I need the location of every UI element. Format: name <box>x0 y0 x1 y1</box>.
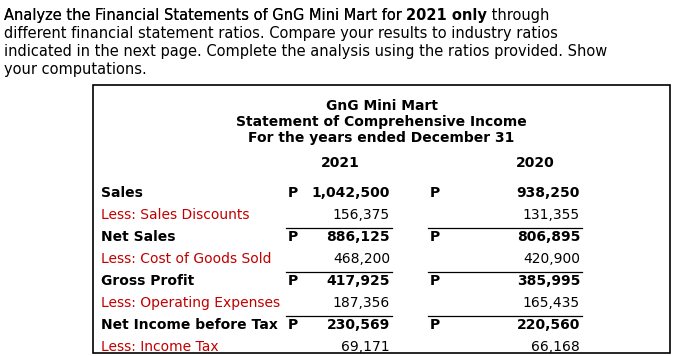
Text: 468,200: 468,200 <box>333 252 390 266</box>
Text: 886,125: 886,125 <box>326 230 390 244</box>
Text: Less: Cost of Goods Sold: Less: Cost of Goods Sold <box>101 252 271 266</box>
Text: Analyze the Financial Statements of GnG Mini Mart for: Analyze the Financial Statements of GnG … <box>4 8 406 23</box>
Text: 165,435: 165,435 <box>523 296 580 310</box>
Text: Sales: Sales <box>101 186 143 200</box>
Text: 2020: 2020 <box>516 156 554 170</box>
Text: Less: Sales Discounts: Less: Sales Discounts <box>101 208 250 222</box>
Text: P: P <box>288 274 299 288</box>
Text: 69,171: 69,171 <box>341 340 390 354</box>
Text: Less: Operating Expenses: Less: Operating Expenses <box>101 296 280 310</box>
Text: 1,042,500: 1,042,500 <box>311 186 390 200</box>
Text: For the years ended December 31: For the years ended December 31 <box>248 131 515 145</box>
Text: your computations.: your computations. <box>4 62 147 77</box>
Text: P: P <box>288 186 299 200</box>
Text: P: P <box>430 274 440 288</box>
Text: 156,375: 156,375 <box>333 208 390 222</box>
Text: Statement of Comprehensive Income: Statement of Comprehensive Income <box>236 115 527 129</box>
Text: Analyze the Financial Statements of GnG Mini Mart for: Analyze the Financial Statements of GnG … <box>4 8 406 23</box>
Text: 385,995: 385,995 <box>517 274 580 288</box>
Text: 66,168: 66,168 <box>531 340 580 354</box>
Text: Net Sales: Net Sales <box>101 230 175 244</box>
Text: through: through <box>487 8 550 23</box>
Text: 187,356: 187,356 <box>333 296 390 310</box>
Text: Net Income before Tax: Net Income before Tax <box>101 318 278 332</box>
Text: 2021: 2021 <box>321 156 359 170</box>
Text: 131,355: 131,355 <box>523 208 580 222</box>
Text: 230,569: 230,569 <box>327 318 390 332</box>
Text: different financial statement ratios. Compare your results to industry ratios: different financial statement ratios. Co… <box>4 26 558 41</box>
Text: GnG Mini Mart: GnG Mini Mart <box>326 99 437 113</box>
Text: P: P <box>430 186 440 200</box>
Text: 420,900: 420,900 <box>523 252 580 266</box>
Text: 417,925: 417,925 <box>326 274 390 288</box>
Text: Gross Profit: Gross Profit <box>101 274 194 288</box>
Bar <box>93 85 670 353</box>
Text: Less: Income Tax: Less: Income Tax <box>101 340 219 354</box>
Text: 2021 only: 2021 only <box>406 8 487 23</box>
Text: 220,560: 220,560 <box>517 318 580 332</box>
Text: P: P <box>430 318 440 332</box>
Text: 938,250: 938,250 <box>517 186 580 200</box>
Text: P: P <box>430 230 440 244</box>
Text: P: P <box>288 230 299 244</box>
Text: indicated in the next page. Complete the analysis using the ratios provided. Sho: indicated in the next page. Complete the… <box>4 44 607 59</box>
Text: P: P <box>288 318 299 332</box>
Text: 806,895: 806,895 <box>517 230 580 244</box>
